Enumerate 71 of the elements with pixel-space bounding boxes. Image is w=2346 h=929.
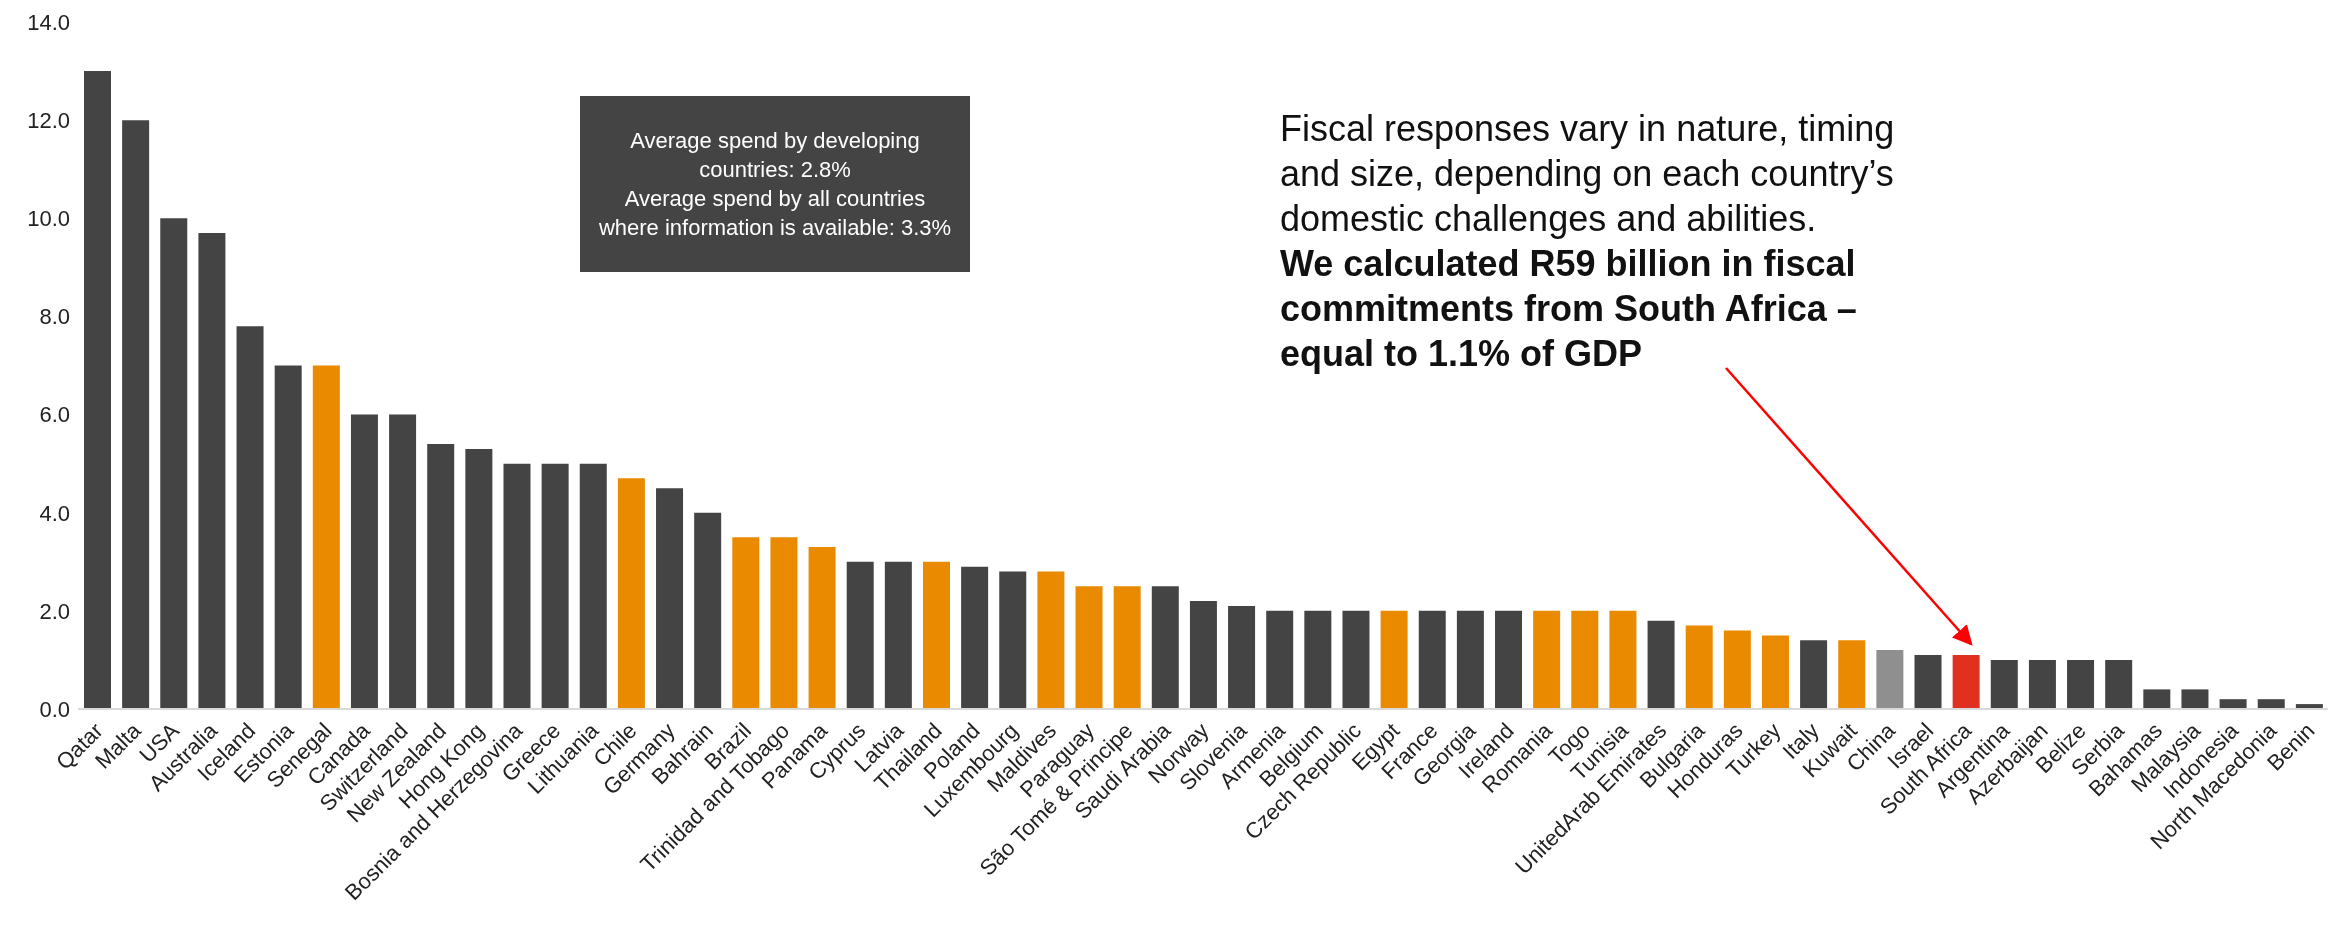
bar [999,571,1027,709]
bar [1647,620,1675,709]
bar [1037,571,1065,709]
bar [2105,659,2133,709]
bar [1456,610,1484,709]
bar [427,444,455,709]
bar [312,365,340,709]
bar [1914,655,1942,709]
bar [236,326,264,709]
bar [2181,689,2209,709]
bar [1609,610,1637,709]
bar [1113,586,1141,709]
bar [1266,610,1294,709]
bar [1342,610,1370,709]
bar [1380,610,1408,709]
bar [2067,659,2095,709]
bar [1685,625,1713,709]
y-tick-label: 4.0 [39,500,70,526]
y-tick-label: 14.0 [27,9,70,35]
bar [1761,635,1789,709]
bar [579,463,607,709]
bar [656,488,684,709]
bar [122,120,150,709]
bar [465,448,493,709]
y-tick-label: 12.0 [27,107,70,133]
y-tick-label: 6.0 [39,402,70,428]
bar [1151,586,1179,709]
bar [2143,689,2171,709]
bar [274,365,302,709]
bar [1189,601,1217,709]
bar [541,463,569,709]
bar [1228,605,1256,709]
bar [350,414,378,709]
bar [1800,640,1828,709]
annotation: Average spend by all countries where information is available: 3.3% [597,185,953,242]
bar [961,566,989,709]
bar [846,561,874,709]
bar [1876,650,1904,709]
bar [1418,610,1446,709]
bar [1075,586,1103,709]
bar [922,561,950,709]
bar [1304,610,1332,709]
annotation: We calculated R59 billion in fiscal commitments from South Africa – equal to 1.1% of GDP [1280,242,1858,376]
bar [1495,610,1523,709]
bar [503,463,531,709]
bar [1533,610,1561,709]
bar [389,414,417,709]
bar [84,71,111,709]
bar [2257,699,2285,709]
bar [1952,655,1980,709]
note-box: Average spend by developing countries: 2.8% Average spend by all countries where information is available: 3.3% [580,96,970,272]
annotation: Average spend by developing countries: 2.8% [629,127,921,184]
y-tick-label: 0.0 [39,696,70,722]
bar [1723,630,1751,709]
bar [2219,699,2247,709]
y-tick-label: 8.0 [39,304,70,330]
bar [732,537,760,709]
y-tick-label: 2.0 [39,598,70,624]
bar [2028,659,2056,709]
bar [1838,640,1866,709]
y-tick-label: 10.0 [27,206,70,232]
bar [1990,659,2018,709]
bar [884,561,912,709]
bar [694,512,722,709]
bar [160,218,188,709]
bar [1571,610,1599,709]
bar [198,233,226,709]
bar [808,547,836,709]
bar [770,537,798,709]
annotation: Fiscal responses vary in nature, timing and size, depending on each country’s domestic challenges and abilities. [1280,107,1896,241]
bar [617,478,645,709]
